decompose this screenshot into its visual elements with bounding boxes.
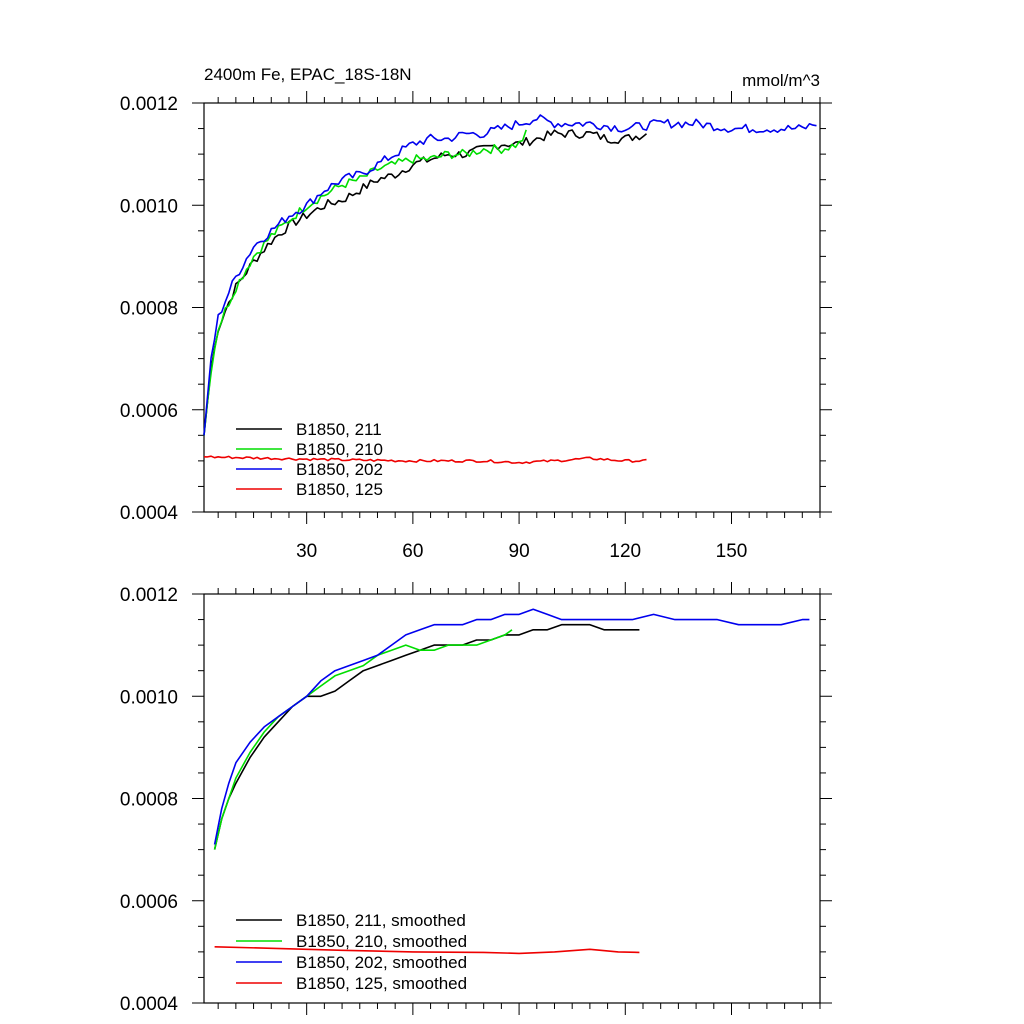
series-line-b1850-125 (203, 455, 647, 465)
y-tick-label: 0.0004 (120, 503, 179, 524)
y-tick-label: 0.0012 (120, 585, 178, 606)
legend-label: B1850, 210, smoothed (296, 932, 467, 951)
y-tick-label: 0.0006 (120, 892, 178, 913)
series-line-b1850-125-smoothed (214, 946, 640, 955)
bottom-panel: 0.0004 0.0006 0.0008 0.0010 0.0012 B1850, 211… (120, 582, 832, 1015)
y-tick-label: 0.0010 (120, 687, 178, 708)
y-tick-label: 0.0008 (120, 299, 178, 320)
legend-label: B1850, 211 (296, 420, 382, 439)
legend-label: B1850, 125, smoothed (296, 974, 467, 993)
x-tick-label: 120 (609, 541, 641, 562)
legend-label: B1850, 125 (296, 480, 383, 499)
x-tick-label: 90 (509, 541, 530, 562)
y-tick-label: 0.0004 (120, 994, 179, 1015)
series-line-b1850-210-smoothed (213, 629, 513, 850)
series-line-b1850-211-smoothed (213, 623, 640, 850)
legend-label: B1850, 211, smoothed (296, 911, 466, 930)
x-tick-label: 150 (716, 541, 748, 562)
top-panel: 2400m Fe, EPAC_18S-18N mmol/m^3 0.0004 0.… (120, 65, 832, 562)
series-line-b1850-202-smoothed (213, 608, 810, 845)
y-tick-label: 0.0006 (120, 401, 178, 422)
chart-title: 2400m Fe, EPAC_18S-18N (204, 65, 412, 84)
legend-label: B1850, 202 (296, 460, 383, 479)
x-tick-label: 30 (296, 541, 317, 562)
x-tick-label: 60 (402, 541, 423, 562)
y-tick-label: 0.0012 (120, 94, 178, 115)
series-line-b1850-211 (203, 129, 647, 436)
series-line-b1850-210 (203, 129, 527, 436)
legend-label: B1850, 210 (296, 440, 383, 459)
y-tick-label: 0.0008 (120, 790, 178, 811)
units-label: mmol/m^3 (742, 71, 820, 90)
y-tick-label: 0.0010 (120, 196, 178, 217)
legend-label: B1850, 202, smoothed (296, 953, 467, 972)
series-line-b1850-202 (203, 114, 817, 436)
